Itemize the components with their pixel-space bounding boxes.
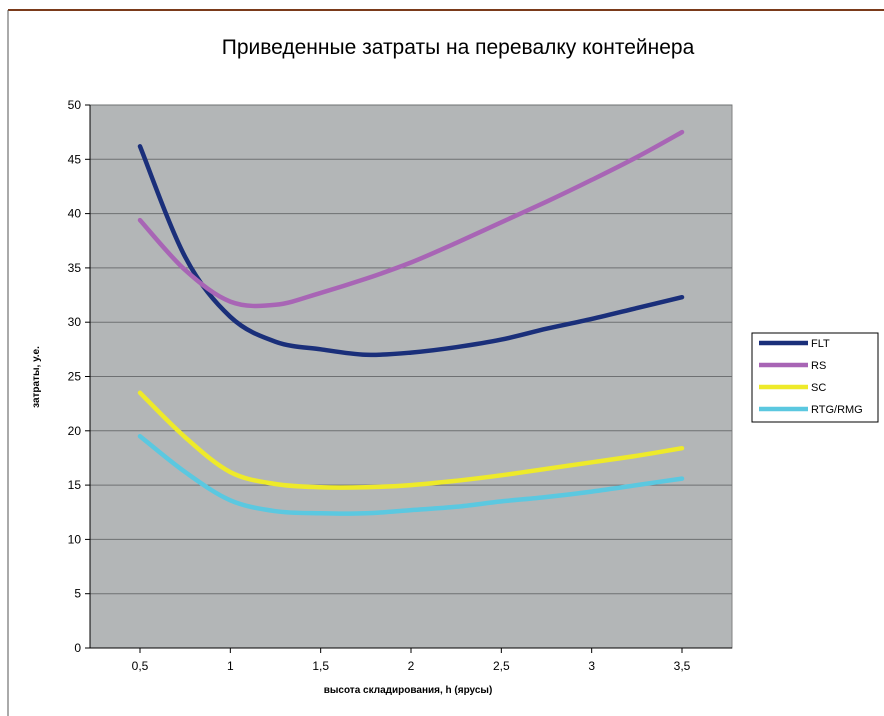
x-tick-label: 2,5: [493, 659, 510, 673]
legend-label-rs: RS: [811, 360, 826, 372]
y-tick-label: 25: [68, 370, 82, 384]
x-axis-title: высота складирования, h (ярусы): [324, 685, 493, 696]
x-tick-label: 3: [588, 659, 595, 673]
y-tick-label: 30: [68, 315, 82, 329]
y-tick-label: 0: [74, 641, 81, 655]
y-tick-label: 35: [68, 261, 82, 275]
series-line-sc: [137, 390, 685, 490]
x-axis-ticks: 0,5 1 1,5 2 2,5 3 3,5: [89, 105, 732, 673]
y-tick-label: 5: [74, 587, 81, 601]
x-tick-label: 3,5: [674, 659, 691, 673]
plot-area: [89, 104, 733, 649]
series-line-rtg-rmg: [137, 433, 685, 516]
legend-label-flt: FLT: [811, 338, 830, 350]
legend-label-rtg-rmg: RTG/RMG: [811, 404, 863, 416]
y-tick-label: 10: [68, 532, 82, 546]
legend-label-sc: SC: [811, 382, 826, 394]
y-tick-label: 40: [68, 207, 82, 221]
legend: FLT RS SC RTG/RMG: [751, 332, 879, 423]
chart-title: Приведенные затраты на перевалку контейн…: [222, 36, 695, 59]
x-tick-label: 2: [408, 659, 415, 673]
y-axis-ticks: 0 5 10 15 20 25 30 35 40 45 50: [68, 98, 90, 655]
y-tick-label: 45: [68, 152, 82, 166]
y-tick-label: 20: [68, 424, 82, 438]
series-lines: [137, 129, 685, 516]
y-tick-label: 15: [68, 478, 82, 492]
y-axis-title: затраты, у.е.: [31, 346, 42, 408]
series-line-flt: [137, 144, 685, 358]
y-tick-label: 50: [68, 98, 82, 112]
series-line-rs: [137, 129, 685, 309]
x-tick-label: 0,5: [132, 659, 149, 673]
x-tick-label: 1: [227, 659, 234, 673]
x-tick-label: 1,5: [312, 659, 329, 673]
